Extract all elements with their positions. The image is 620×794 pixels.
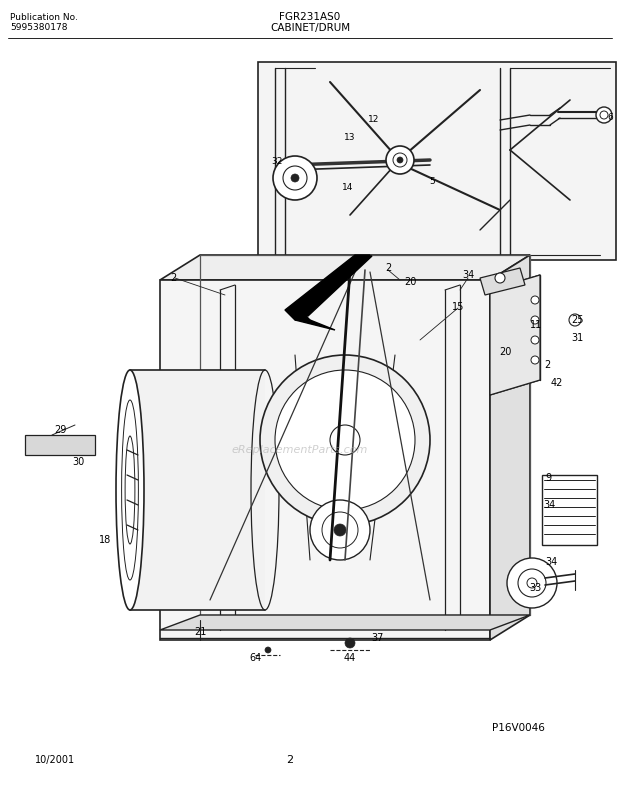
- Text: 15: 15: [452, 302, 464, 312]
- Text: 14: 14: [342, 183, 353, 192]
- Bar: [25, 435, 95, 455]
- Circle shape: [393, 153, 407, 167]
- Polygon shape: [285, 255, 370, 310]
- Circle shape: [507, 558, 557, 608]
- Text: 29: 29: [54, 425, 66, 435]
- Text: 5995380178: 5995380178: [10, 22, 68, 32]
- Text: 25: 25: [571, 315, 583, 325]
- Circle shape: [322, 512, 358, 548]
- Text: 2: 2: [170, 273, 176, 283]
- Text: 42: 42: [551, 378, 563, 388]
- Circle shape: [527, 578, 537, 588]
- Text: 5: 5: [429, 178, 435, 187]
- Circle shape: [596, 107, 612, 123]
- Text: 64: 64: [249, 653, 261, 663]
- Text: 2: 2: [286, 755, 293, 765]
- Text: 10/2001: 10/2001: [35, 755, 75, 765]
- Polygon shape: [160, 255, 530, 280]
- Circle shape: [600, 111, 608, 119]
- Text: 37: 37: [372, 633, 384, 643]
- Circle shape: [265, 647, 271, 653]
- Polygon shape: [285, 310, 310, 320]
- Circle shape: [531, 356, 539, 364]
- Bar: [542, 475, 597, 545]
- Text: 20: 20: [499, 347, 511, 357]
- Circle shape: [310, 500, 370, 560]
- Text: 9: 9: [545, 473, 551, 483]
- Text: P16V0046: P16V0046: [492, 723, 545, 733]
- Polygon shape: [160, 615, 530, 630]
- Circle shape: [283, 166, 307, 190]
- Text: Publication No.: Publication No.: [10, 13, 78, 22]
- Circle shape: [518, 569, 546, 597]
- Text: 33: 33: [529, 583, 541, 593]
- Text: 6: 6: [607, 114, 613, 122]
- Circle shape: [531, 336, 539, 344]
- Circle shape: [345, 638, 355, 648]
- Polygon shape: [130, 370, 265, 610]
- Polygon shape: [490, 255, 530, 640]
- Circle shape: [273, 156, 317, 200]
- Text: 34: 34: [543, 500, 555, 510]
- Text: 2: 2: [544, 360, 550, 370]
- Text: 20: 20: [404, 277, 416, 287]
- Polygon shape: [294, 256, 372, 316]
- Text: 11: 11: [530, 320, 542, 330]
- Bar: [258, 62, 616, 260]
- Polygon shape: [295, 320, 335, 330]
- Text: 34: 34: [462, 270, 474, 280]
- Text: 2: 2: [345, 263, 351, 273]
- Circle shape: [291, 174, 299, 182]
- Text: 12: 12: [368, 115, 379, 125]
- Text: 32: 32: [272, 157, 283, 167]
- Text: CABINET/DRUM: CABINET/DRUM: [270, 23, 350, 33]
- Text: 34: 34: [545, 557, 557, 567]
- Circle shape: [334, 524, 346, 536]
- Circle shape: [531, 316, 539, 324]
- Circle shape: [397, 157, 403, 163]
- Text: 13: 13: [344, 133, 356, 141]
- Polygon shape: [160, 280, 490, 640]
- Text: 18: 18: [99, 535, 111, 545]
- Circle shape: [495, 273, 505, 283]
- Polygon shape: [490, 275, 540, 395]
- Text: 31: 31: [571, 333, 583, 343]
- Text: 21: 21: [194, 627, 206, 637]
- Polygon shape: [480, 268, 525, 295]
- Text: 44: 44: [344, 653, 356, 663]
- Text: 30: 30: [72, 457, 84, 467]
- Circle shape: [569, 314, 581, 326]
- Circle shape: [330, 425, 360, 455]
- Circle shape: [531, 296, 539, 304]
- Text: 2: 2: [385, 263, 391, 273]
- Ellipse shape: [116, 370, 144, 610]
- Circle shape: [275, 370, 415, 510]
- Circle shape: [260, 355, 430, 525]
- Text: FGR231AS0: FGR231AS0: [280, 12, 340, 22]
- Text: eReplacementParts.com: eReplacementParts.com: [232, 445, 368, 455]
- Circle shape: [386, 146, 414, 174]
